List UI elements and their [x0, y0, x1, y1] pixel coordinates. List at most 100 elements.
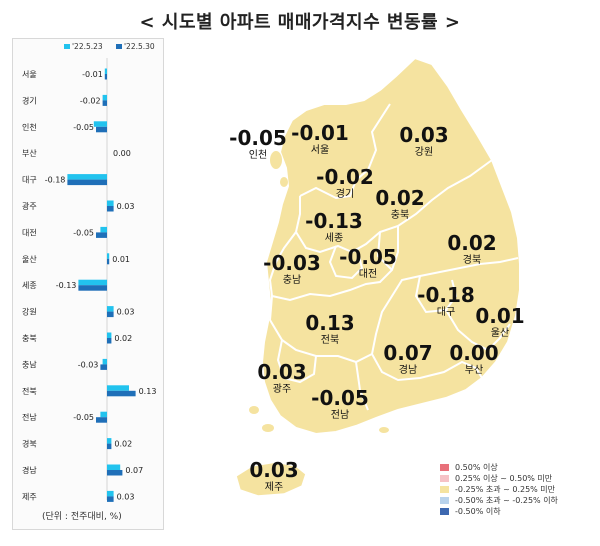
- data-label: 0.03: [117, 492, 135, 501]
- map-value-label: 0.03: [249, 458, 298, 482]
- bar-curr: [107, 470, 123, 476]
- data-label: 0.03: [117, 202, 135, 211]
- legend-label: -0.50% 초과 ~ -0.25% 이하: [455, 496, 558, 505]
- category-label: 경기: [22, 95, 37, 105]
- bar-curr: [107, 258, 110, 265]
- bar-curr: [67, 179, 107, 186]
- legend-item: 0.25% 이상 ~ 0.50% 미만: [440, 473, 590, 484]
- map-value-label: -0.05: [311, 386, 369, 410]
- legend-swatch: [116, 44, 122, 49]
- data-label: 0.02: [114, 440, 132, 449]
- map-region-label: 부산: [465, 364, 483, 376]
- map-value-label: 0.03: [399, 123, 448, 147]
- map-region-label: 전북: [321, 334, 339, 346]
- bar-prev: [107, 438, 112, 444]
- map-region-label: 전남: [331, 409, 349, 421]
- map-region-label: 세종: [325, 232, 343, 244]
- category-label: 울산: [22, 254, 37, 264]
- data-label: 0.03: [117, 308, 135, 317]
- bar-curr: [102, 100, 107, 106]
- data-label: 0.13: [139, 387, 157, 396]
- category-label: 광주: [22, 201, 37, 211]
- map-value-label: -0.05: [229, 126, 287, 150]
- bar-curr: [104, 74, 107, 80]
- map-region-label: 경남: [399, 363, 417, 376]
- map-region-label: 울산: [491, 327, 509, 339]
- legend-label: '22.5.30: [124, 42, 155, 51]
- data-label: -0.05: [73, 123, 94, 132]
- bar-curr: [107, 338, 112, 344]
- legend-item: -0.50% 초과 ~ -0.25% 이하: [440, 495, 590, 506]
- category-label: 서울: [22, 70, 37, 79]
- bar-prev: [107, 490, 114, 497]
- legend-label: 0.25% 이상 ~ 0.50% 미만: [455, 474, 553, 483]
- region-border: [355, 361, 369, 411]
- bar-curr: [96, 417, 107, 423]
- bar-prev: [107, 464, 121, 470]
- bar-curr: [107, 206, 114, 212]
- map-region-label: 충남: [283, 274, 301, 286]
- data-label: -0.05: [73, 413, 94, 422]
- bar-curr: [96, 126, 107, 133]
- bar-prev: [93, 121, 107, 127]
- island-shape: [379, 427, 389, 433]
- region-border: [276, 339, 317, 384]
- legend-swatch: [440, 508, 449, 515]
- map-legend: 0.50% 이상 0.25% 이상 ~ 0.50% 미만 -0.25% 초과 ~…: [440, 462, 590, 517]
- map-value-label: 0.01: [475, 304, 524, 328]
- legend-label: -0.50% 이하: [455, 507, 501, 516]
- data-label: 0.00: [113, 149, 131, 158]
- map-value-label: -0.02: [316, 165, 374, 189]
- category-label: 경북: [22, 439, 37, 449]
- map-region-label: 강원: [415, 146, 433, 158]
- legend-item: 0.50% 이상: [440, 462, 590, 473]
- legend-swatch: [440, 497, 449, 504]
- category-label: 대구: [22, 176, 37, 185]
- data-label: -0.18: [45, 176, 66, 185]
- map-value-label: 0.00: [449, 341, 498, 365]
- data-label: 0.01: [112, 255, 130, 264]
- map-region-label: 경기: [336, 187, 354, 200]
- data-label: 0.07: [125, 466, 143, 475]
- category-label: 전남: [22, 412, 37, 422]
- map-value-label: 0.02: [447, 231, 496, 255]
- map-shapes: [235, 56, 521, 497]
- category-label: 인천: [22, 122, 37, 132]
- region-border: [376, 231, 393, 271]
- map-region-label: 경북: [463, 253, 481, 266]
- map-value-label: 0.02: [375, 186, 424, 210]
- island-shape: [249, 406, 259, 414]
- bar-curr: [107, 443, 112, 450]
- chart-title: < 시도별 아파트 매매가격지수 변동률 >: [139, 12, 461, 33]
- region-border: [445, 309, 511, 352]
- legend-swatch: [440, 464, 449, 471]
- bar-prev: [102, 358, 107, 365]
- map-region-label: 인천: [249, 149, 267, 161]
- category-label: 대전: [22, 227, 37, 237]
- map-region-label: 광주: [273, 383, 291, 395]
- category-label: 경남: [22, 465, 37, 475]
- bar-prev: [78, 279, 107, 286]
- region-border: [268, 257, 519, 364]
- legend-label: '22.5.23: [72, 42, 103, 51]
- data-label: -0.03: [78, 360, 99, 369]
- map-value-label: -0.13: [305, 209, 363, 233]
- bar-prev: [100, 411, 107, 418]
- category-label: 강원: [22, 307, 37, 317]
- region-border: [371, 353, 483, 382]
- region-border: [294, 159, 493, 254]
- region-border: [414, 275, 458, 314]
- category-label: 충북: [22, 334, 37, 343]
- island-shape: [280, 177, 288, 187]
- data-label: -0.01: [82, 70, 103, 79]
- mainland-shape: [260, 56, 521, 436]
- bar-curr: [78, 285, 107, 291]
- category-label: 전북: [22, 386, 37, 396]
- bar-prev: [107, 253, 110, 259]
- map-value-label: -0.01: [291, 121, 349, 145]
- map-value-label: -0.03: [263, 251, 321, 275]
- category-label: 부산: [22, 148, 37, 158]
- data-label: -0.05: [73, 228, 94, 237]
